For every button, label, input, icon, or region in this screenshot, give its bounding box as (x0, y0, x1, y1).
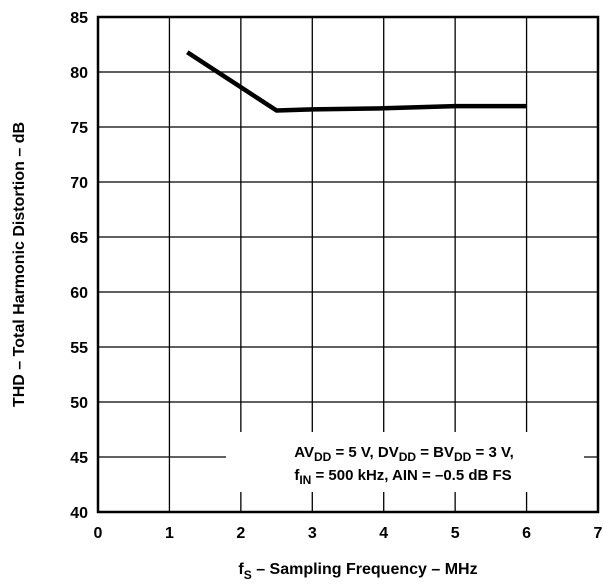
y-tick-label: 60 (70, 285, 88, 302)
y-tick-label: 75 (70, 120, 88, 137)
y-tick-label: 65 (70, 230, 88, 247)
x-axis-label: fS – Sampling Frequency – MHz (238, 561, 477, 582)
series-line (186, 50, 527, 113)
x-tick-label: 4 (379, 525, 388, 542)
annotation-background (226, 432, 584, 492)
annotation-box (226, 432, 584, 492)
y-tick-label: 40 (70, 505, 88, 522)
x-tick-label: 7 (594, 525, 603, 542)
y-tick-label: 50 (70, 395, 88, 412)
x-tick-labels: 0 1 2 3 4 5 6 7 (94, 525, 603, 542)
annotation-line: fIN = 500 kHz, AIN = –0.5 dB FS (294, 467, 511, 487)
y-axis-label: THD – Total Harmonic Distortion – dB (11, 122, 28, 407)
x-tick-label: 5 (451, 525, 460, 542)
y-tick-label: 70 (70, 175, 88, 192)
x-tick-label: 3 (308, 525, 317, 542)
y-tick-label: 80 (70, 65, 88, 82)
x-tick-label: 0 (94, 525, 103, 542)
x-tick-label: 1 (165, 525, 174, 542)
series-layer (186, 50, 527, 113)
plot-frame (96, 15, 600, 514)
annotation-line: AVDD = 5 V, DVDD = BVDD = 3 V, (294, 444, 514, 464)
x-tick-label: 2 (236, 525, 245, 542)
annotation-text: AVDD = 5 V, DVDD = BVDD = 3 V, fIN = 500 … (294, 444, 514, 487)
y-tick-label: 85 (70, 10, 88, 27)
y-tick-label: 45 (70, 450, 88, 467)
y-tick-labels: 40 45 50 55 60 65 70 75 80 85 (70, 10, 88, 522)
y-tick-label: 55 (70, 340, 88, 357)
x-tick-label: 6 (522, 525, 531, 542)
